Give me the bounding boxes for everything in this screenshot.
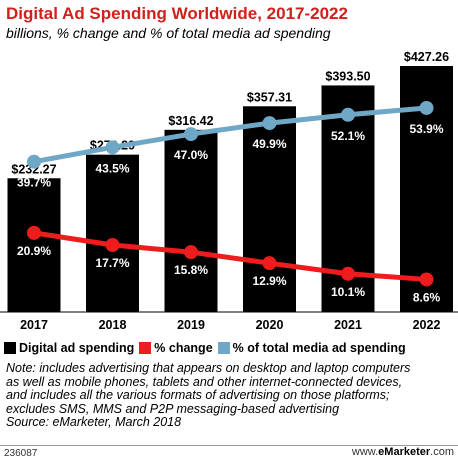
pct-total-label: 39.7% xyxy=(17,176,51,190)
pct-total-line xyxy=(33,105,427,165)
x-tick-label: 2020 xyxy=(256,318,284,332)
pct-change-label: 10.1% xyxy=(331,285,365,299)
pct-change-label: 12.9% xyxy=(252,274,286,288)
pct-change-point xyxy=(27,225,41,240)
legend-swatch-blue xyxy=(217,342,230,354)
chart-note: Note: includes advertising that appears … xyxy=(6,361,454,430)
pct-change-line xyxy=(33,230,427,282)
pct-change-point xyxy=(419,272,434,287)
pct-total-label: 47.0% xyxy=(174,148,208,162)
legend-label: % of total media ad spending xyxy=(232,341,406,355)
pct-total-point xyxy=(262,116,277,131)
brand-prefix: www. xyxy=(351,446,379,458)
note-line: as well as mobile phones, tablets and ot… xyxy=(6,374,403,389)
pct-total-label: 53.9% xyxy=(409,122,443,136)
note-line: and includes all the various formats of … xyxy=(6,388,390,402)
legend-item-digital-ad-spending: Digital ad spending xyxy=(4,341,134,355)
x-tick-label: 2018 xyxy=(99,318,127,332)
legend-item-pct-total: % of total media ad spending xyxy=(217,341,406,355)
pct-total-label: 52.1% xyxy=(331,129,365,143)
pct-change-label: 15.8% xyxy=(174,263,208,277)
bar-value-label: $357.31 xyxy=(247,90,292,104)
legend: Digital ad spending % change % of total … xyxy=(4,341,411,355)
x-tick-label: 2021 xyxy=(334,318,362,332)
chart-canvas: $232.27$273.29$316.42$357.31$393.50$427.… xyxy=(0,50,458,332)
chart-subtitle: billions, % change and % of total media … xyxy=(6,25,331,41)
legend-swatch-red xyxy=(139,342,152,354)
bar xyxy=(7,178,61,312)
bar xyxy=(164,129,218,312)
bar xyxy=(243,106,296,313)
brand-link[interactable]: www.eMarketer.com xyxy=(352,446,454,458)
x-tick-label: 2022 xyxy=(413,318,441,332)
pct-total-label: 43.5% xyxy=(95,161,129,175)
chart-id: 236087 xyxy=(4,448,38,459)
brand-suffix: .com xyxy=(430,446,454,458)
bar-value-label: $393.50 xyxy=(325,69,370,83)
pct-total-point xyxy=(27,154,41,169)
legend-swatch-black xyxy=(4,342,16,354)
pct-change-point xyxy=(105,237,120,252)
x-tick-label: 2019 xyxy=(177,318,205,332)
pct-total-label: 49.9% xyxy=(252,137,286,151)
pct-change-label: 8.6% xyxy=(413,290,441,304)
legend-item-pct-change: % change xyxy=(139,341,213,355)
pct-change-label: 17.7% xyxy=(95,256,129,270)
pct-total-point xyxy=(341,107,355,122)
footer-divider xyxy=(0,445,458,446)
brand-name: eMarketer xyxy=(378,446,431,458)
pct-change-point xyxy=(341,266,355,281)
pct-total-point xyxy=(184,127,198,142)
note-line: Note: includes advertising that appears … xyxy=(6,361,411,375)
pct-total-point xyxy=(419,100,434,115)
bar-value-label: $316.42 xyxy=(168,114,213,128)
legend-label: % change xyxy=(154,341,213,355)
pct-change-label: 20.9% xyxy=(17,244,51,258)
x-tick-label: 2017 xyxy=(20,318,48,332)
bar xyxy=(86,154,139,312)
pct-change-point xyxy=(184,245,198,260)
pct-change-point xyxy=(262,256,277,271)
pct-total-point xyxy=(105,140,120,155)
legend-label: Digital ad spending xyxy=(19,341,135,355)
note-line: excludes SMS, MMS and P2P messaging-base… xyxy=(6,401,340,416)
source-line: Source: eMarketer, March 2018 xyxy=(6,415,182,429)
chart-title: Digital Ad Spending Worldwide, 2017-2022 xyxy=(6,4,348,23)
bar-value-label: $427.26 xyxy=(404,50,449,64)
bar-value-label: $232.27 xyxy=(11,162,56,176)
